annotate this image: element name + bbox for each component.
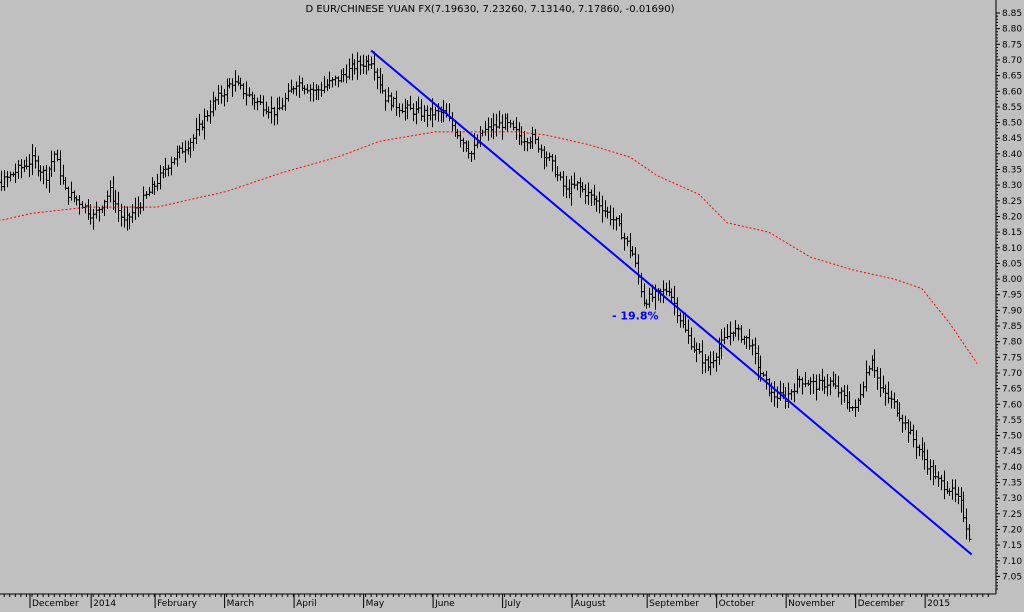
y-tick-label: 7.10 (1002, 557, 1022, 567)
y-tick-label: 8.10 (1002, 244, 1022, 254)
y-tick-label: 8.60 (1002, 87, 1022, 97)
price-bars (0, 51, 972, 542)
price-bar (967, 524, 972, 542)
y-tick-label: 8.00 (1002, 275, 1022, 285)
y-tick-label: 7.40 (1002, 463, 1022, 473)
x-tick-label: December (858, 599, 905, 608)
x-tick-label: April (296, 599, 317, 608)
x-axis: erDecember2014FebruaryMarchAprilMayJuneJ… (0, 593, 996, 609)
x-tick-label: 2015 (927, 599, 950, 608)
y-tick-label: 7.70 (1002, 369, 1022, 379)
x-tick-label: September (649, 599, 699, 608)
y-tick-label: 7.15 (1002, 541, 1022, 551)
y-tick-label: 7.85 (1002, 322, 1022, 332)
y-tick-label: 8.20 (1002, 212, 1022, 222)
y-tick-label: 8.85 (1002, 9, 1022, 19)
y-tick-label: 8.80 (1002, 25, 1022, 35)
y-tick-label: 7.25 (1002, 510, 1022, 520)
y-tick-label: 8.75 (1002, 40, 1022, 50)
y-tick-label: 7.05 (1002, 572, 1022, 582)
y-tick-label: 8.55 (1002, 103, 1022, 113)
x-tick-label: July (504, 599, 522, 608)
y-tick-label: 7.50 (1002, 432, 1022, 442)
y-tick-label: 7.45 (1002, 447, 1022, 457)
x-tick-label: March (227, 599, 254, 608)
y-tick-label: 8.40 (1002, 150, 1022, 160)
x-tick-label: May (366, 599, 385, 608)
y-tick-label: 8.05 (1002, 259, 1022, 269)
trend-line (370, 49, 973, 556)
y-tick-label: 7.90 (1002, 306, 1022, 316)
y-tick-label: 8.30 (1002, 181, 1022, 191)
y-tick-label: 8.45 (1002, 134, 1022, 144)
y-tick-label: 7.60 (1002, 400, 1022, 410)
x-tick-label: August (574, 599, 606, 608)
x-tick-label: December (32, 599, 79, 608)
x-tick-label: November (788, 599, 835, 608)
y-tick-label: 8.35 (1002, 166, 1022, 176)
x-tick-label: February (157, 599, 198, 608)
y-tick-label: 7.65 (1002, 385, 1022, 395)
y-tick-label: 7.55 (1002, 416, 1022, 426)
y-tick-label: 8.65 (1002, 72, 1022, 82)
y-tick-label: 7.30 (1002, 494, 1022, 504)
y-tick-label: 8.15 (1002, 228, 1022, 238)
percent-change-annotation: - 19.8% (612, 310, 659, 323)
y-tick-label: 8.25 (1002, 197, 1022, 207)
y-tick-label: 7.20 (1002, 525, 1022, 535)
y-tick-label: 7.95 (1002, 291, 1022, 301)
x-tick-label: 2014 (93, 599, 116, 608)
x-tick-label: June (434, 599, 455, 608)
chart-title: D EUR/CHINESE YUAN FX(7.19630, 7.23260, … (305, 4, 674, 15)
x-tick-label: October (719, 599, 755, 608)
y-tick-label: 7.80 (1002, 338, 1022, 348)
y-tick-label: 8.70 (1002, 56, 1022, 66)
y-axis: 8.85 8.80 8.75 8.70 8.65 8.60 8.55 8.50 8.45 8.40… (995, 0, 1022, 594)
y-tick-label: 7.75 (1002, 353, 1022, 363)
y-tick-label: 8.50 (1002, 119, 1022, 129)
y-tick-label: 7.35 (1002, 479, 1022, 489)
